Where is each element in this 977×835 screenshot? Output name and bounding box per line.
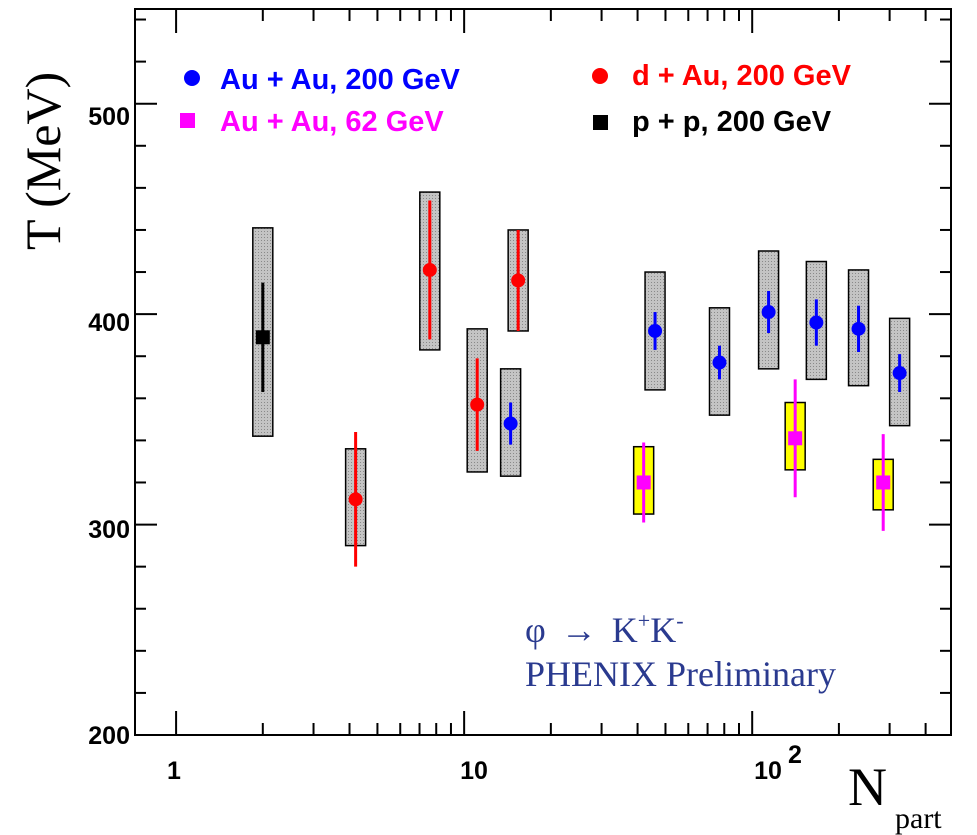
data-point-s0-p0 bbox=[503, 416, 518, 431]
data-point-s1-p0 bbox=[636, 475, 651, 490]
x-tick-label-100-exponent: 2 bbox=[788, 741, 802, 769]
kaon-minus-charge: - bbox=[676, 608, 683, 633]
legend-label-auau200: Au + Au, 200 GeV bbox=[220, 64, 461, 96]
data-point-s3-p0 bbox=[255, 330, 270, 345]
y-tick-label-400: 400 bbox=[88, 309, 130, 337]
kaon-minus: K bbox=[650, 610, 676, 650]
phi-symbol: φ bbox=[525, 610, 546, 650]
x-tick-label-100: 10 bbox=[754, 757, 782, 785]
data-point-s0-p4 bbox=[809, 315, 824, 330]
legend-label-dau200: d + Au, 200 GeV bbox=[632, 60, 852, 92]
data-point-s0-p6 bbox=[892, 366, 907, 381]
data-point-s2-p1 bbox=[422, 262, 437, 277]
collaboration-label: PHENIX Preliminary bbox=[525, 654, 836, 694]
x-axis-title: N bbox=[848, 757, 887, 817]
y-tick-label-500: 500 bbox=[88, 103, 130, 131]
data-point-s0-p5 bbox=[851, 321, 866, 336]
data-point-s0-p3 bbox=[761, 305, 776, 320]
y-axis-title: T (MeV) bbox=[15, 72, 71, 250]
arrow-symbol: → bbox=[561, 610, 597, 650]
data-point-s0-p2 bbox=[712, 355, 727, 370]
y-tick-label-300: 300 bbox=[88, 516, 130, 544]
data-point-s1-p2 bbox=[876, 475, 891, 490]
y-tick-label-200: 200 bbox=[88, 722, 130, 750]
legend-marker-auau200 bbox=[184, 70, 200, 86]
data-point-s1-p1 bbox=[788, 431, 803, 446]
legend-label-pp200: p + p, 200 GeV bbox=[632, 106, 832, 138]
x-tick-label-10: 10 bbox=[460, 757, 488, 785]
axis-ticks bbox=[135, 9, 951, 736]
x-axis-title-subscript: part bbox=[895, 802, 942, 835]
data-point-s2-p0 bbox=[348, 492, 363, 507]
legend-marker-dau200 bbox=[592, 68, 608, 84]
systematic-boxes bbox=[252, 191, 911, 547]
legend-label-auau62: Au + Au, 62 GeV bbox=[220, 106, 444, 138]
svg-text:φ → K+K-: φ → K+K- bbox=[525, 608, 684, 650]
kaon-plus-charge: + bbox=[638, 608, 650, 633]
plot-frame bbox=[134, 8, 952, 736]
legend: Au + Au, 200 GeV Au + Au, 62 GeV d + Au,… bbox=[180, 60, 852, 138]
data-markers bbox=[255, 262, 907, 507]
x-tick-label-1: 1 bbox=[167, 757, 181, 785]
data-point-s0-p1 bbox=[648, 323, 663, 338]
data-point-s2-p2 bbox=[470, 397, 485, 412]
legend-marker-auau62 bbox=[180, 113, 195, 128]
reaction-annotation: φ → K+K- PHENIX Preliminary bbox=[525, 608, 836, 694]
legend-marker-pp200 bbox=[593, 115, 608, 130]
kaon-plus: K bbox=[612, 610, 638, 650]
data-point-s2-p3 bbox=[511, 273, 526, 288]
